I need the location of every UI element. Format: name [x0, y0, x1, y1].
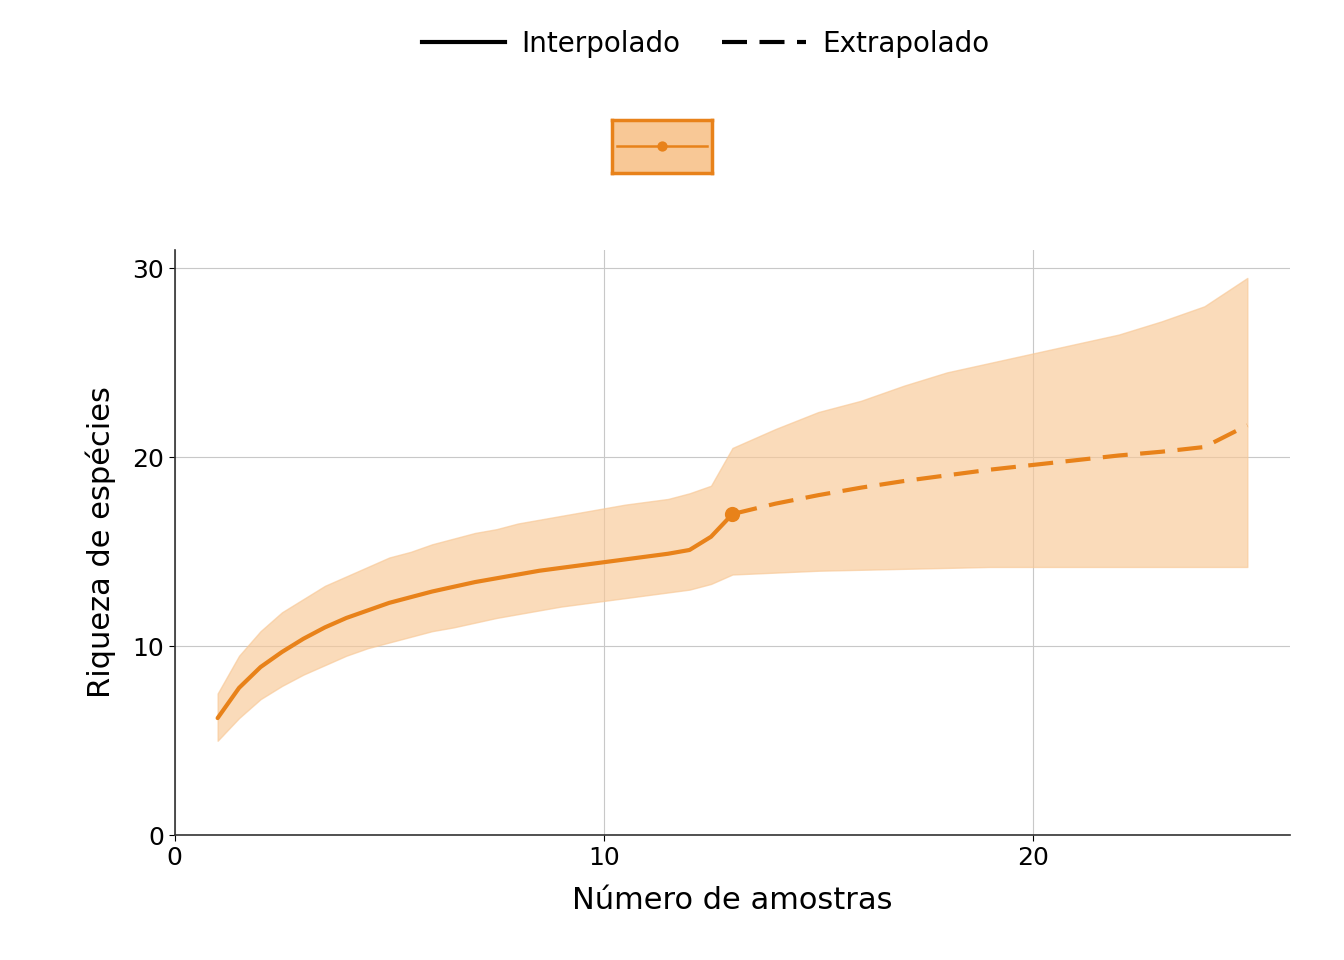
- Legend: Interpolado, Extrapolado: Interpolado, Extrapolado: [411, 18, 1000, 69]
- Point: [652, 139, 673, 155]
- Point: [722, 506, 743, 521]
- X-axis label: Número de amostras: Número de amostras: [573, 886, 892, 915]
- Y-axis label: Riqueza de espécies: Riqueza de espécies: [85, 387, 116, 698]
